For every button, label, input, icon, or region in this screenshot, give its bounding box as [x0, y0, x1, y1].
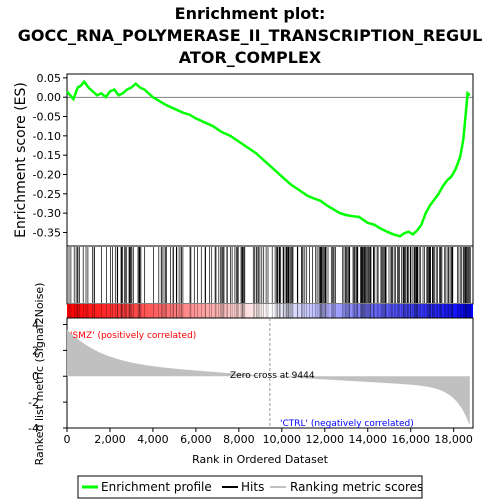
- legend-box: [77, 475, 423, 499]
- metric-y-tick-label: -4: [28, 422, 39, 435]
- es-y-tick-label: 0.05: [37, 72, 62, 85]
- x-tick-label: 0: [64, 433, 71, 446]
- pos-correlated-label: 'SMZ' (positively correlated): [70, 331, 196, 341]
- x-tick-label: 14,000: [348, 433, 387, 446]
- ranking-metric-area: [67, 329, 470, 426]
- x-tick-label: 10,000: [263, 433, 302, 446]
- es-y-tick-label: -0.25: [33, 188, 61, 201]
- chart-title-line-2: GOCC_RNA_POLYMERASE_II_TRANSCRIPTION_REG…: [18, 26, 483, 45]
- es-y-tick-label: 0.00: [37, 91, 62, 104]
- neg-correlated-label: 'CTRL' (negatively correlated): [280, 419, 414, 429]
- x-tick-label: 2,000: [94, 433, 126, 446]
- chart-title-line-1: Enrichment plot:: [175, 4, 326, 23]
- chart-title-line-3: ATOR_COMPLEX: [179, 48, 322, 67]
- legend-hits-label: Hits: [241, 480, 264, 494]
- ranking-heat-bar: [67, 304, 473, 318]
- x-tick-label: 16,000: [391, 433, 430, 446]
- heat-bar-hits: [68, 304, 471, 318]
- y-axis-label-es: Enrichment score (ES): [13, 82, 29, 238]
- x-tick-label: 12,000: [306, 433, 345, 446]
- es-y-tick-label: -0.35: [33, 226, 61, 239]
- legend-enrichment-label: Enrichment profile: [101, 480, 212, 494]
- es-panel-frame: [66, 73, 474, 247]
- x-axis: 0 2,000 4,000 6,000 8,000 10,000 12,000 14,000 1…: [64, 428, 473, 446]
- x-tick-label: 8,000: [223, 433, 255, 446]
- metric-y-tick-label: -2: [28, 396, 39, 409]
- es-y-tick-label: -0.10: [33, 130, 61, 143]
- x-axis-label: Rank in Ordered Dataset: [192, 453, 329, 466]
- y-axis-label-metric: Ranked list metric (Signal2Noise): [33, 283, 46, 466]
- metric-y-axis: 4 2 0 -2 -4: [28, 318, 67, 435]
- es-y-tick-label: -0.20: [33, 168, 61, 181]
- zero-cross-label: Zero cross at 9444: [230, 371, 315, 381]
- hits-markers: [68, 247, 471, 303]
- x-tick-label: 18,000: [434, 433, 473, 446]
- metric-y-tick-label: 2: [32, 344, 39, 357]
- x-tick-label: 6,000: [180, 433, 212, 446]
- es-y-tick-label: -0.30: [33, 207, 61, 220]
- metric-y-tick-label: 4: [32, 318, 39, 331]
- enrichment-profile-line: [66, 79, 471, 238]
- x-tick-label: 4,000: [137, 433, 169, 446]
- metric-y-tick-label: 0: [32, 370, 39, 383]
- legend-metric-label: Ranking metric scores: [290, 480, 423, 494]
- es-y-axis: 0.05 0.00 -0.05 -0.10 -0.15 -0.20 -0.25 -0.30 -0…: [33, 72, 67, 239]
- es-y-tick-label: -0.15: [33, 149, 61, 162]
- es-y-tick-label: -0.05: [33, 111, 61, 124]
